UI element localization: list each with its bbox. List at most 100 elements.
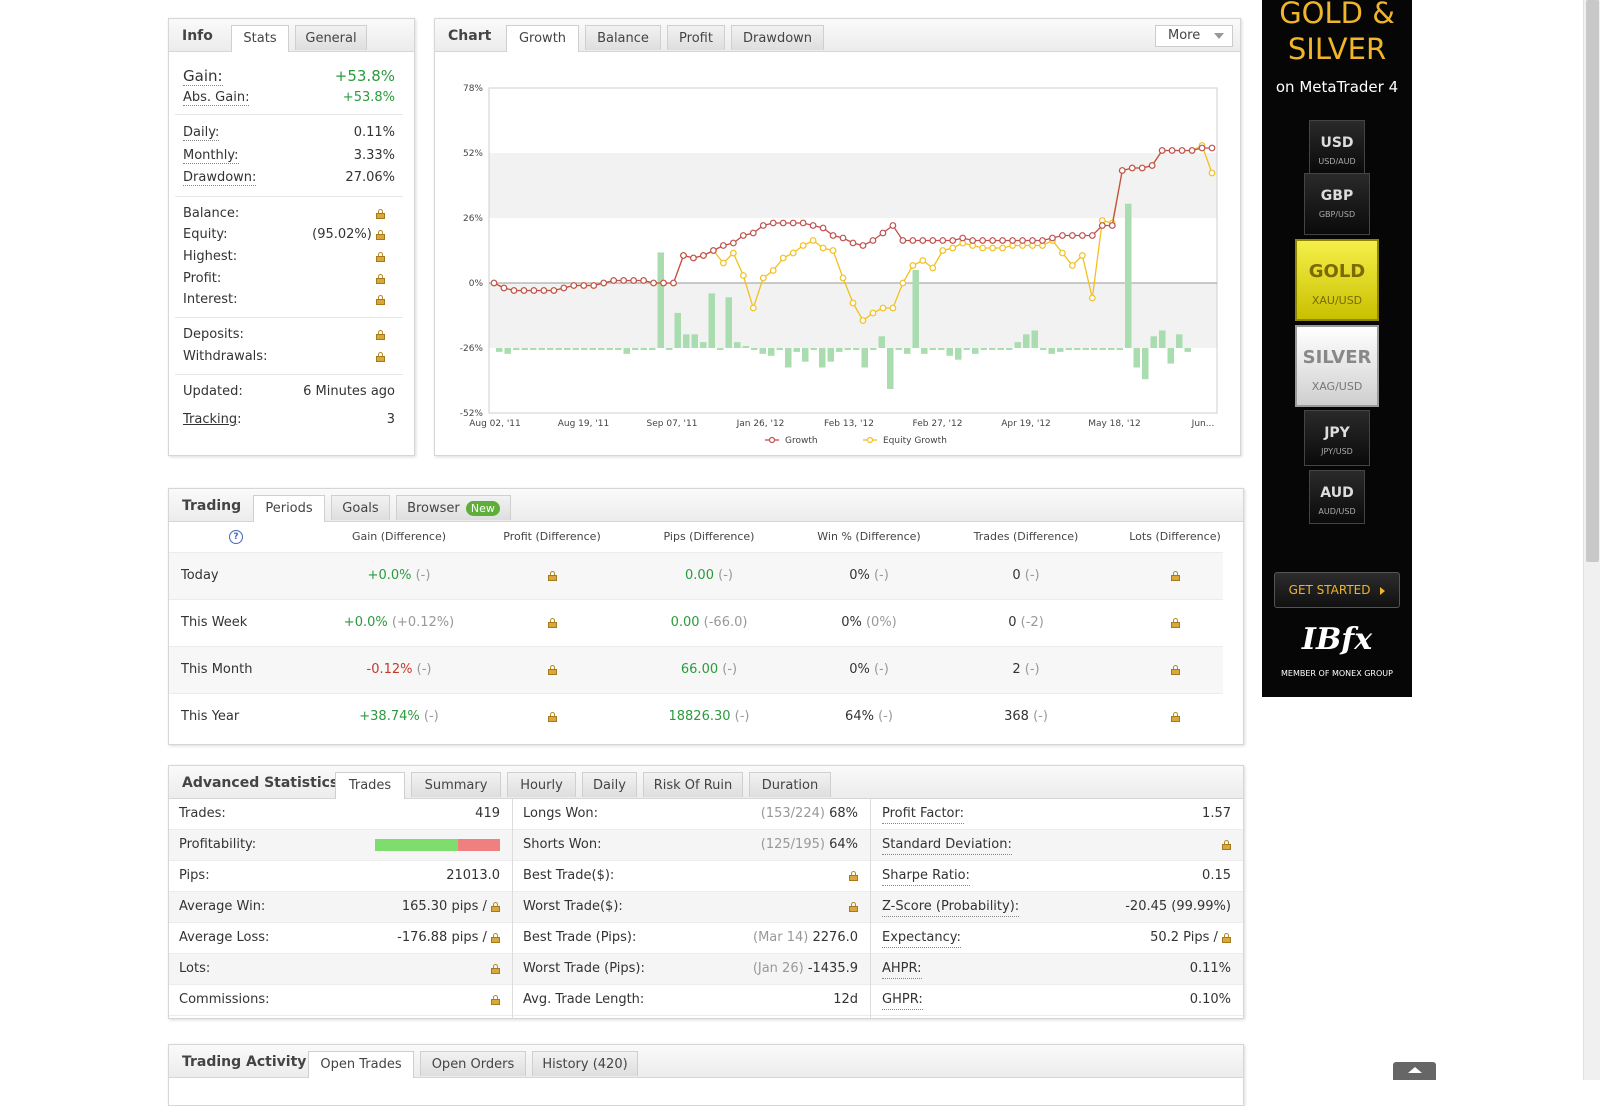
- stat-label: Worst Trade (Pips):: [523, 961, 645, 976]
- tab-risk-of-ruin[interactable]: Risk Of Ruin: [643, 772, 743, 797]
- abs-gain-value: +53.8%: [342, 90, 395, 105]
- lock-icon[interactable]: [1222, 932, 1231, 943]
- drawdown-label[interactable]: Drawdown:: [183, 170, 257, 186]
- lock-icon[interactable]: [1222, 839, 1231, 850]
- interest-label: Interest:: [183, 292, 238, 307]
- data-point: [709, 247, 717, 254]
- bar: [1040, 348, 1047, 350]
- tab-balance[interactable]: Balance: [585, 25, 661, 50]
- tab-periods[interactable]: Periods: [253, 495, 325, 522]
- col-gain-header: Gain (Difference): [351, 530, 447, 543]
- data-point: [500, 284, 508, 292]
- usd-chip: USD USD/AUD: [1309, 120, 1365, 174]
- lock-icon[interactable]: [376, 251, 385, 262]
- tab-summary[interactable]: Summary: [411, 772, 501, 797]
- stat-label[interactable]: Z-Score (Probability):: [882, 898, 1020, 917]
- advanced-statistics-panel: Advanced Statistics Trades Summary Hourl…: [168, 765, 1244, 1019]
- lock-icon[interactable]: [376, 229, 385, 240]
- lock-icon[interactable]: [547, 664, 557, 675]
- tab-daily[interactable]: Daily: [582, 772, 637, 797]
- trading-row: This Month -0.12% (-) 66.00 (-) 0% (-) 2 (-): [169, 646, 1223, 693]
- bar: [1176, 334, 1183, 348]
- lock-icon[interactable]: [547, 711, 557, 722]
- trades-diff: (-): [1024, 662, 1040, 677]
- data-point: [620, 277, 628, 284]
- lock-icon[interactable]: [1170, 664, 1180, 675]
- pips-value: 0.00: [670, 615, 700, 630]
- tab-growth[interactable]: Growth: [506, 25, 579, 52]
- lock-icon[interactable]: [376, 351, 385, 362]
- data-point: [1148, 162, 1156, 169]
- stat-value-cell: (Mar 14) 2276.0: [753, 923, 858, 953]
- info-panel-header: Info Stats General: [169, 19, 414, 52]
- pips-value: 18826.30: [668, 709, 731, 724]
- help-icon[interactable]: ?: [229, 530, 243, 544]
- tab-general[interactable]: General: [295, 25, 367, 50]
- equity-label: Equity:: [183, 227, 228, 242]
- lock-icon[interactable]: [376, 329, 385, 340]
- lock-icon[interactable]: [1170, 617, 1180, 628]
- bar: [921, 348, 928, 354]
- chip-code: GBP: [1320, 188, 1354, 204]
- monthly-label[interactable]: Monthly:: [183, 148, 239, 164]
- lock-icon[interactable]: [491, 901, 500, 912]
- ibfx-advertisement[interactable]: GOLD & SILVER on MetaTrader 4 USD USD/AU…: [1262, 0, 1412, 697]
- bar: [615, 348, 622, 350]
- lock-icon[interactable]: [547, 617, 557, 628]
- lock-icon[interactable]: [1170, 711, 1180, 722]
- vertical-scrollbar[interactable]: [1583, 0, 1600, 1080]
- tab-stats[interactable]: Stats: [231, 25, 289, 52]
- bar: [589, 348, 596, 350]
- get-started-button[interactable]: GET STARTED: [1274, 572, 1400, 608]
- tab-goals[interactable]: Goals: [331, 495, 390, 520]
- data-point: [899, 237, 907, 244]
- lock-icon[interactable]: [849, 901, 858, 912]
- tab-duration[interactable]: Duration: [749, 772, 831, 797]
- gain-label[interactable]: Gain:: [183, 67, 223, 86]
- lock-icon[interactable]: [1170, 570, 1180, 581]
- data-point: [690, 254, 697, 262]
- bar: [1116, 348, 1123, 350]
- scroll-to-top-button[interactable]: [1393, 1062, 1436, 1080]
- lock-icon[interactable]: [376, 273, 385, 284]
- stat-label[interactable]: AHPR:: [882, 960, 922, 979]
- data-point: [530, 287, 538, 294]
- tab-history[interactable]: History (420): [532, 1051, 638, 1076]
- stat-label[interactable]: Expectancy:: [882, 929, 961, 948]
- stat-label[interactable]: Standard Deviation:: [882, 836, 1012, 855]
- legend-marker: [768, 436, 776, 444]
- stat-label[interactable]: Profit Factor:: [882, 805, 964, 824]
- lock-icon[interactable]: [491, 994, 500, 1005]
- bar: [1023, 334, 1030, 348]
- chip-pair: USD/AUD: [1318, 157, 1356, 166]
- stat-value-cell: 21013.0: [446, 861, 500, 891]
- data-point: [1088, 232, 1096, 239]
- bar: [1057, 348, 1064, 352]
- tab-open-trades[interactable]: Open Trades: [308, 1051, 414, 1078]
- more-dropdown[interactable]: More: [1155, 25, 1233, 47]
- lock-icon[interactable]: [849, 870, 858, 881]
- data-point: [1118, 167, 1126, 174]
- tab-hourly[interactable]: Hourly: [507, 772, 576, 797]
- lock-icon[interactable]: [376, 208, 385, 219]
- stat-label[interactable]: GHPR:: [882, 991, 923, 1010]
- lock-icon[interactable]: [376, 294, 385, 305]
- lock-icon[interactable]: [491, 932, 500, 943]
- lock-icon[interactable]: [547, 570, 557, 581]
- lock-icon[interactable]: [491, 963, 500, 974]
- data-point: [660, 279, 667, 287]
- tab-drawdown[interactable]: Drawdown: [731, 25, 824, 50]
- bar: [1133, 348, 1140, 368]
- daily-label[interactable]: Daily:: [183, 125, 220, 141]
- scrollbar-thumb[interactable]: [1586, 0, 1599, 562]
- stat-value: 1.57: [1202, 806, 1231, 821]
- tab-browser[interactable]: Browser New: [396, 495, 511, 520]
- stat-label[interactable]: Sharpe Ratio:: [882, 867, 970, 886]
- data-point: [789, 219, 797, 227]
- tab-open-orders[interactable]: Open Orders: [420, 1051, 526, 1076]
- data-point: [999, 237, 1006, 244]
- tracking-link[interactable]: Tracking: [183, 412, 238, 427]
- abs-gain-label[interactable]: Abs. Gain:: [183, 90, 250, 106]
- tab-profit[interactable]: Profit: [667, 25, 725, 50]
- tab-trades[interactable]: Trades: [335, 772, 405, 799]
